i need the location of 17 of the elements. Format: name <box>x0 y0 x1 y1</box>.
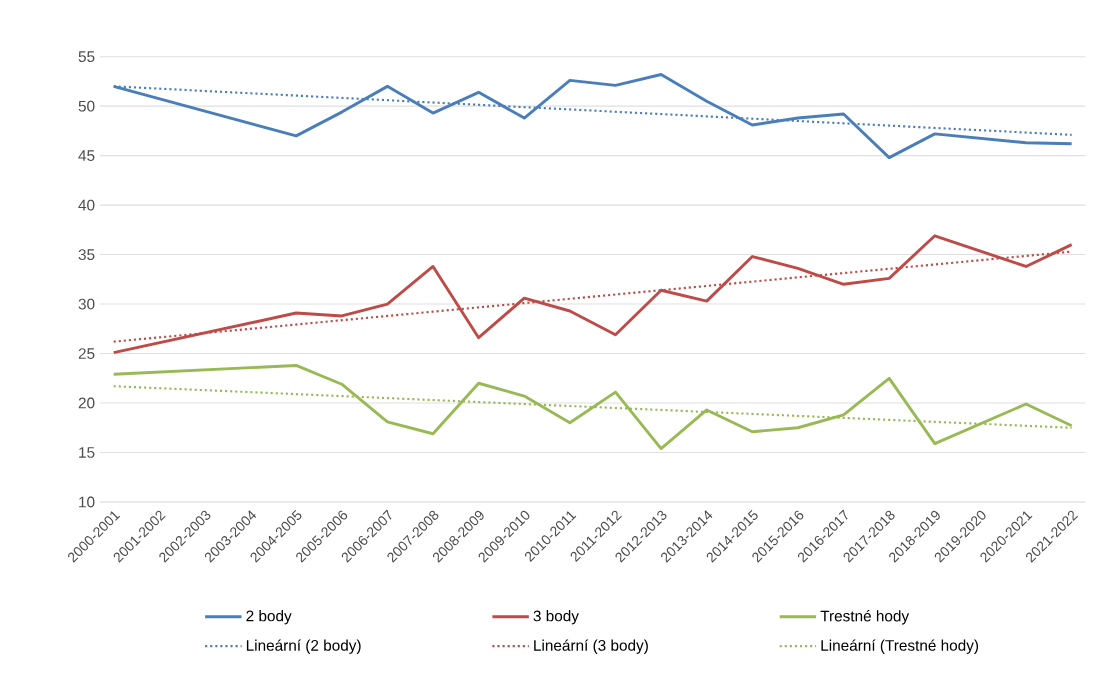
y-tick-label: 55 <box>78 51 95 63</box>
y-tick-label: 25 <box>78 348 95 359</box>
y-tick-label: 15 <box>79 447 95 458</box>
y-tick-label: 40 <box>78 199 95 211</box>
legend-label: Lineární (3 body) <box>534 639 648 654</box>
line-series <box>112 234 1074 355</box>
y-tick-label: 50 <box>78 100 95 112</box>
y-tick-label: 30 <box>78 298 95 310</box>
legend-label: Lineární (Trestné hody) <box>821 639 979 654</box>
legend-label: Lineární (2 body) <box>246 639 361 654</box>
y-tick-label: 35 <box>78 249 95 261</box>
legend-label: 3 body <box>533 610 579 625</box>
y-tick-label: 10 <box>79 496 95 508</box>
y-tick-label: 45 <box>78 150 95 161</box>
legend-label: 2 body <box>246 610 292 625</box>
y-tick-label: 20 <box>78 397 95 409</box>
legend-label: Trestné hody <box>820 610 910 625</box>
